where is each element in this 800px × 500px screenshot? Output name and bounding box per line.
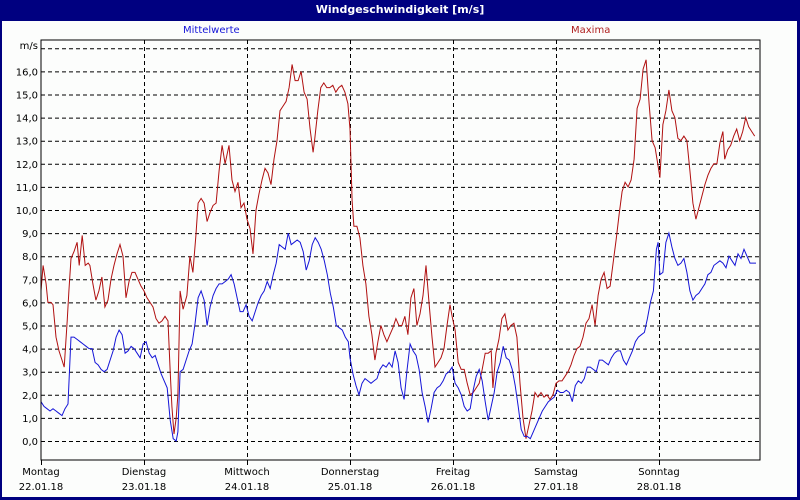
x-tick-date: 26.01.18 xyxy=(431,482,476,493)
y-tick-label: 0,0 xyxy=(22,437,38,448)
x-tick-day: Donnerstag xyxy=(321,467,379,478)
y-tick-label: 4,0 xyxy=(22,345,38,356)
x-tick-day: Montag xyxy=(22,467,59,478)
y-axis-ticks: 16,0 15,0 14,0 13,0 12,0 11,0 10,0 9,0 8,0 7,0 6,0… xyxy=(16,67,38,448)
y-unit-label: m/s xyxy=(20,41,38,52)
x-tick-day: Mittwoch xyxy=(224,467,269,478)
x-tick-day: Dienstag xyxy=(122,467,167,478)
line-chart: m/s 16,0 15,0 14,0 13,0 12,0 11,0 10,0 9,0 8,0 7,… xyxy=(16,39,761,493)
x-tick-date: 27.01.18 xyxy=(534,482,579,493)
y-tick-label: 3,0 xyxy=(22,368,38,379)
x-tick-day: Sonntag xyxy=(638,467,680,478)
y-tick-label: 16,0 xyxy=(16,67,38,78)
plot-frame xyxy=(40,39,761,461)
x-tick-date: 24.01.18 xyxy=(225,482,270,493)
maxima-line xyxy=(40,59,756,439)
x-tick-day: Freitag xyxy=(436,467,470,478)
y-tick-label: 13,0 xyxy=(16,137,38,148)
window-title: Windgeschwindigkeit [m/s] xyxy=(315,3,485,16)
y-tick-label: 2,0 xyxy=(22,391,38,402)
mittelwerte-line xyxy=(40,231,756,442)
y-tick-label: 15,0 xyxy=(16,91,38,102)
y-tick-label: 11,0 xyxy=(16,183,38,194)
chart-client-area: Mittelwerte Maxima m/s 16,0 15,0 14,0 13,0 1… xyxy=(2,21,797,497)
x-axis-ticks: Montag 22.01.18 Dienstag 23.01.18 Mittwoch 24… xyxy=(19,460,682,493)
y-tick-label: 6,0 xyxy=(22,298,38,309)
y-tick-label: 14,0 xyxy=(16,114,38,125)
x-tick-date: 28.01.18 xyxy=(637,482,682,493)
grid-lines xyxy=(41,40,760,460)
x-tick-date: 23.01.18 xyxy=(122,482,167,493)
x-tick-day: Samstag xyxy=(534,467,578,478)
y-tick-label: 12,0 xyxy=(16,160,38,171)
legend-max-label: Maxima xyxy=(571,25,611,36)
y-tick-label: 1,0 xyxy=(22,414,38,425)
legend-mean-label: Mittelwerte xyxy=(183,25,240,36)
y-tick-label: 10,0 xyxy=(16,206,38,217)
y-tick-label: 8,0 xyxy=(22,252,38,263)
x-tick-date: 25.01.18 xyxy=(328,482,373,493)
y-tick-label: 9,0 xyxy=(22,229,38,240)
y-tick-label: 7,0 xyxy=(22,275,38,286)
y-tick-label: 5,0 xyxy=(22,322,38,333)
x-tick-date: 22.01.18 xyxy=(19,482,64,493)
